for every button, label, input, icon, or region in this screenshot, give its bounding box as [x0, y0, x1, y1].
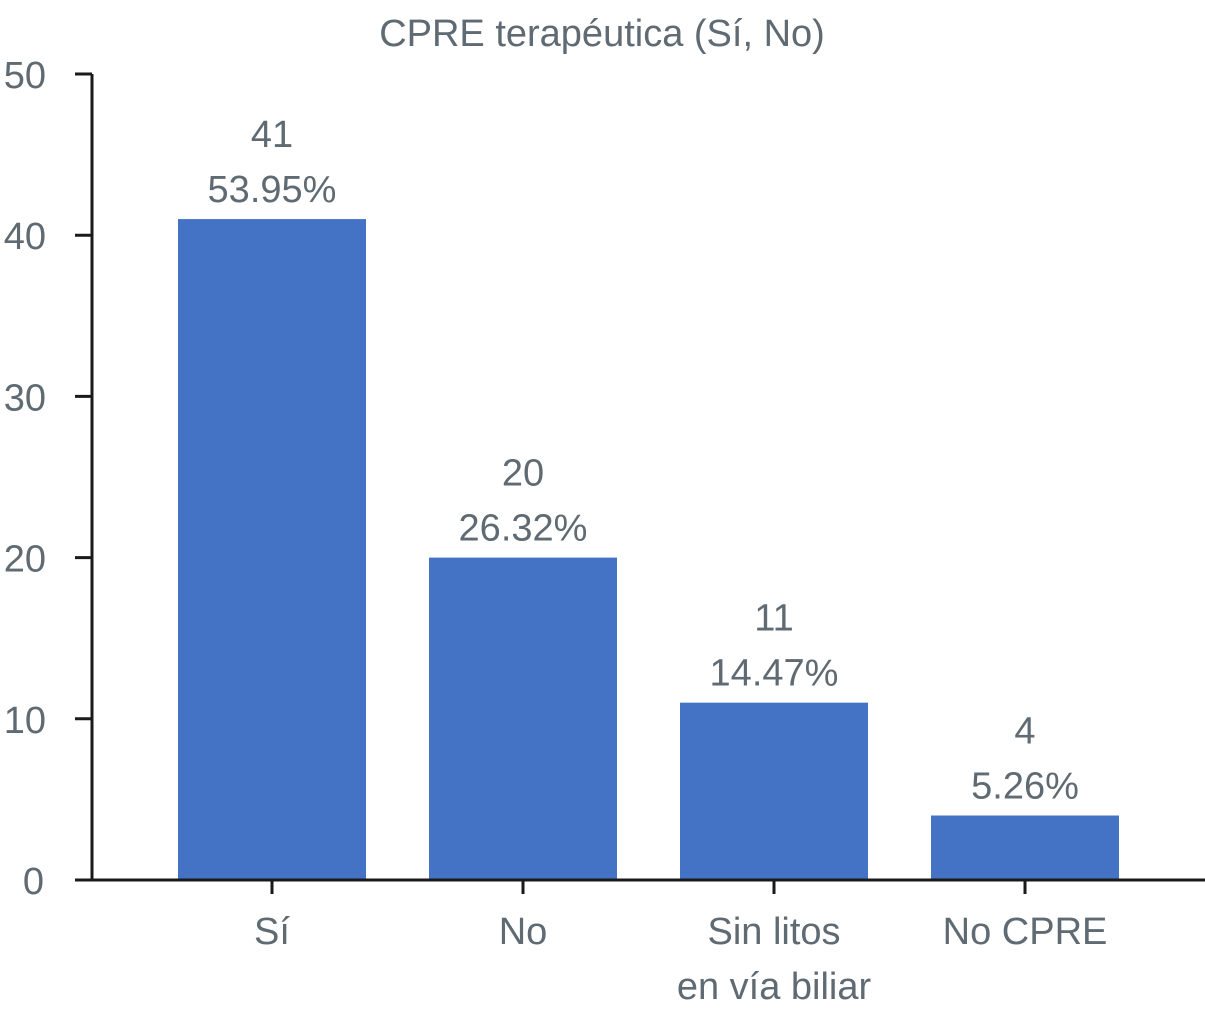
data-label-count: 11: [754, 598, 793, 640]
y-tick-label: 20: [4, 539, 46, 581]
bar: [429, 557, 617, 880]
data-label-count: 20: [502, 453, 544, 495]
data-label-percent: 26.32%: [459, 508, 588, 550]
data-label-count: 4: [1014, 711, 1035, 753]
y-tick-label: 30: [4, 377, 46, 419]
data-label-count: 41: [251, 114, 293, 156]
y-tick-label: 40: [4, 216, 46, 258]
x-tick-label: Sí: [254, 911, 290, 953]
y-tick-label: 50: [4, 55, 46, 97]
x-tick-label: No CPRE: [943, 911, 1108, 953]
x-tick-label: en vía biliar: [677, 966, 872, 1008]
bar: [931, 815, 1119, 880]
data-label-percent: 14.47%: [710, 653, 839, 695]
chart-title: CPRE terapéutica (Sí, No): [379, 13, 825, 55]
data-label-percent: 5.26%: [971, 766, 1079, 808]
y-tick-label: 0: [23, 861, 44, 903]
data-label-percent: 53.95%: [208, 169, 337, 211]
x-tick-label: No: [499, 911, 548, 953]
bar: [178, 219, 366, 880]
x-tick-label: Sin litos: [707, 911, 840, 953]
bar: [680, 702, 868, 880]
y-tick-label: 10: [4, 700, 46, 742]
